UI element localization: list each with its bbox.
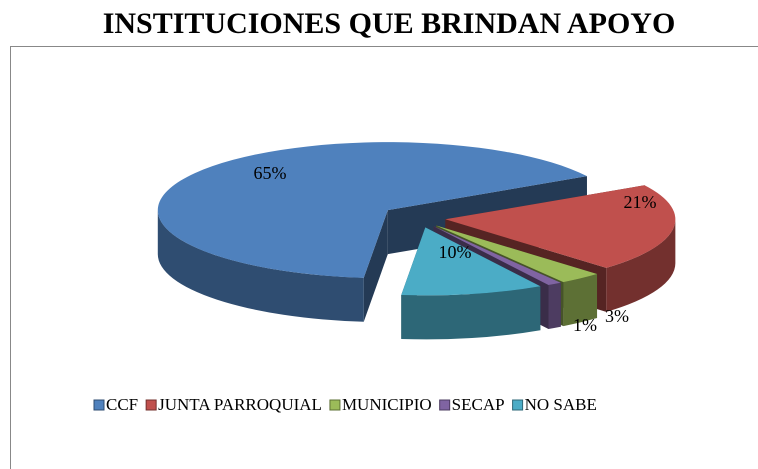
legend-label: MUNICIPIO <box>342 395 432 414</box>
slice-side-wall <box>548 282 561 330</box>
data-label: 21% <box>624 192 657 212</box>
data-label: 1% <box>573 315 597 335</box>
legend: CCF JUNTA PARROQUIAL MUNICIPIO SECAP NO SABE <box>93 395 597 414</box>
legend-label: SECAP <box>452 395 505 414</box>
pie-slice <box>436 225 598 283</box>
chart-title: INSTITUCIONES QUE BRINDAN APOYO <box>103 7 676 40</box>
pie-tops <box>157 142 676 296</box>
legend-label: NO SABE <box>525 395 597 414</box>
pie-slice <box>445 185 676 268</box>
legend-swatch <box>439 399 451 411</box>
data-label: 10% <box>439 242 472 262</box>
slice-edge-wall <box>363 210 388 322</box>
pie-slice <box>157 142 587 278</box>
pie-slice <box>401 227 541 296</box>
legend-swatch <box>512 399 524 411</box>
slice-side-wall <box>157 210 364 322</box>
data-labels: 65% 21% 3% 1% 10% <box>254 163 657 335</box>
legend-label: CCF <box>106 395 138 414</box>
slice-side-wall <box>563 274 598 327</box>
slice-side-wall <box>606 219 676 312</box>
legend-swatch <box>93 399 105 411</box>
legend-swatch <box>329 399 341 411</box>
slice-side-wall <box>401 286 541 340</box>
legend-swatch <box>145 399 157 411</box>
data-label: 65% <box>254 163 287 183</box>
legend-label: JUNTA PARROQUIAL <box>158 395 322 414</box>
data-label: 3% <box>605 306 629 326</box>
pie-slice <box>433 226 561 286</box>
